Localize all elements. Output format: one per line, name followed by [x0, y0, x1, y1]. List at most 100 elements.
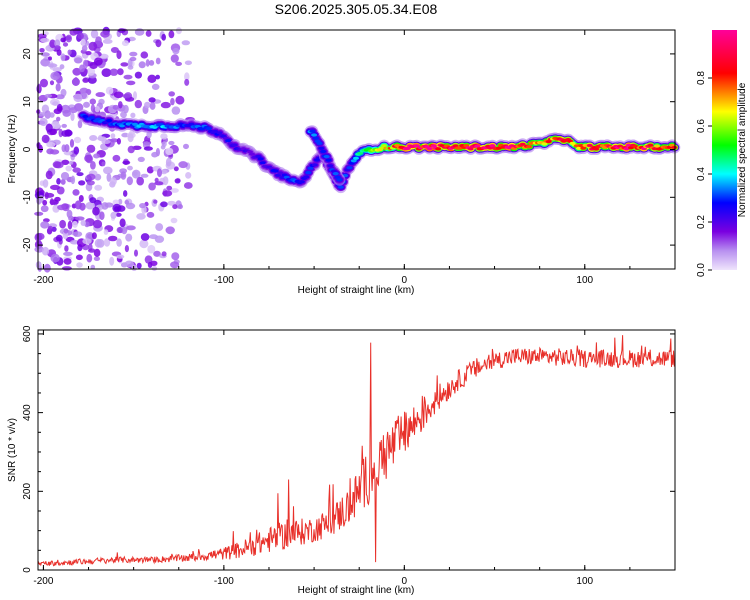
spectrogram-ridge-core: [303, 175, 310, 179]
figure-title: S206.2025.305.05.34.E08: [275, 1, 438, 17]
spectrogram-scatter-blob: [120, 62, 129, 67]
snr-x-tick-label: -100: [214, 576, 234, 587]
spectrogram-scatter-blob: [155, 74, 160, 80]
spectrogram-scatter-blob: [72, 220, 78, 228]
spectrogram-scatter-blob: [49, 149, 60, 155]
spectrogram-scatter-blob: [126, 80, 136, 86]
spectrogram-ridge-core: [593, 147, 600, 151]
colorbar-tick-label: 0.2: [696, 215, 707, 229]
spectrogram-scatter-blob: [80, 38, 86, 46]
spectrogram-scatter-blob: [91, 232, 97, 240]
spectrogram-scatter-blob: [76, 262, 83, 268]
spectrogram-scatter-blob: [112, 199, 120, 205]
spectrogram-branch-core: [332, 172, 339, 176]
spectrogram-scatter-blob: [39, 48, 45, 53]
spectrogram-ridge-core: [628, 146, 634, 150]
colorbar-tick-label: 0.0: [696, 263, 707, 277]
spectrogram-branch-core: [334, 175, 341, 179]
spectrogram-scatter-blob: [86, 144, 96, 153]
spectrogram-scatter-blob: [173, 166, 179, 172]
snr-x-tick-label: 100: [576, 576, 593, 587]
spectrogram-scatter-blob: [157, 168, 162, 178]
spectrogram-scatter-blob: [51, 226, 57, 232]
spectrogram-scatter-blob: [68, 160, 74, 165]
colorbar: 0.0 0.2 0.4 0.6 0.8 Normalized spectral ampl…: [696, 30, 748, 277]
spectrogram-scatter-blob: [127, 165, 133, 171]
spectrogram-scatter-blob: [123, 190, 128, 197]
spectrogram-scatter-blob: [131, 264, 138, 271]
spectrogram-scatter-blob: [50, 253, 60, 263]
spectrogram-scatter-blob: [115, 212, 122, 217]
spectrogram-scatter-blob: [85, 51, 92, 56]
spectrogram-scatter-blob: [42, 199, 48, 206]
colorbar-tick-label: 0.4: [696, 167, 707, 181]
spectrogram-scatter-blob: [93, 153, 100, 159]
spectrogram-scatter-blob: [112, 203, 122, 213]
spectrogram-branch-core: [320, 149, 327, 154]
spectrogram-scatter-blob: [160, 101, 171, 109]
spectrogram-scatter-blob: [61, 266, 72, 271]
spectrogram-ridge-core: [489, 144, 496, 148]
spectrogram-branch-core: [311, 133, 318, 137]
spectrogram-scatter-blob: [149, 102, 156, 110]
spectrogram-ridge-core: [467, 147, 474, 151]
spectrogram-branch-core: [323, 155, 330, 159]
spectrogram-scatter-blob: [79, 64, 85, 73]
colorbar-label: Normalized spectral amplitude: [737, 82, 748, 217]
spectrogram-scatter-blob: [90, 161, 96, 170]
spectrogram-ridge-core: [298, 180, 305, 184]
spectrogram-scatter-blob: [117, 28, 126, 33]
spectrogram-scatter-blob: [129, 51, 138, 57]
spectrogram-scatter-blob: [49, 80, 55, 86]
spectrogram-scatter-blob: [116, 138, 121, 145]
spectrogram-scatter-blob: [110, 47, 119, 53]
spectrogram-scatter-blob: [90, 104, 95, 113]
spectrogram-scatter-blob: [144, 255, 153, 264]
spectrogram-scatter-blob: [83, 101, 90, 108]
spectrogram-scatter-blob: [37, 33, 47, 39]
snr-y-ticks: 0 200 400 600: [22, 325, 675, 573]
snr-frame: [37, 329, 676, 571]
spectrogram-scatter-blob: [161, 33, 166, 41]
spectrogram-scatter-blob: [49, 198, 55, 206]
spectrogram-scatter-blob: [116, 227, 123, 233]
spectrogram-scatter-blob: [172, 204, 178, 210]
spectrogram-scatter-blob: [134, 28, 145, 36]
spectrogram-scatter-blob: [125, 233, 133, 242]
spectrogram-scatter-blob: [76, 172, 84, 177]
spectrogram-scatter-blob: [175, 95, 185, 105]
spectrogram-ridge-core: [474, 144, 481, 148]
spectrogram-branch-core: [325, 158, 332, 162]
spectrogram-scatter-blob: [181, 40, 190, 46]
spectrogram-scatter-blob: [64, 144, 70, 153]
spectrogram-scatter-blob: [134, 99, 142, 109]
spectrogram-scatter-blob: [170, 54, 179, 63]
spectrogram-ridge-core: [671, 145, 678, 150]
spectrogram-ridge-core: [526, 145, 533, 149]
spectrogram-scatter-blob: [153, 199, 158, 204]
spectrogram-scatter-blob: [171, 106, 181, 115]
spectrogram-scatter-blob: [143, 146, 153, 151]
spectrogram-scatter-blob: [183, 182, 193, 189]
spectrogram-scatter-blob: [123, 104, 129, 114]
spectrogram-scatter-blob: [74, 200, 82, 210]
spectrogram-scatter-blob: [144, 101, 151, 109]
spectrogram-scatter-blob: [57, 204, 67, 211]
spectrogram-scatter-blob: [56, 49, 62, 56]
spectrogram-ridge-core: [350, 159, 357, 163]
spectrogram-scatter-blob: [110, 177, 117, 186]
spectrogram-scatter-blob: [136, 213, 146, 220]
spectrogram-scatter-blob: [184, 78, 190, 86]
spectrogram-scatter-blob: [34, 246, 45, 253]
spectrogram-scatter-blob: [127, 145, 135, 154]
spectrogram-ridge-core: [223, 136, 229, 140]
spectrogram-scatter-blob: [70, 175, 76, 185]
spectrogram-scatter-blob: [103, 166, 113, 175]
spectrogram-ridge-core: [348, 161, 355, 165]
spectrogram-scatter-blob: [109, 256, 115, 266]
spectrogram-scatter-blob: [75, 216, 85, 221]
spectrogram-scatter-blob: [63, 258, 72, 265]
spectrogram-branch-core: [318, 146, 325, 150]
spectrogram-y-tick-label: -20: [22, 237, 33, 252]
spectrogram-scatter-blob: [36, 83, 42, 91]
